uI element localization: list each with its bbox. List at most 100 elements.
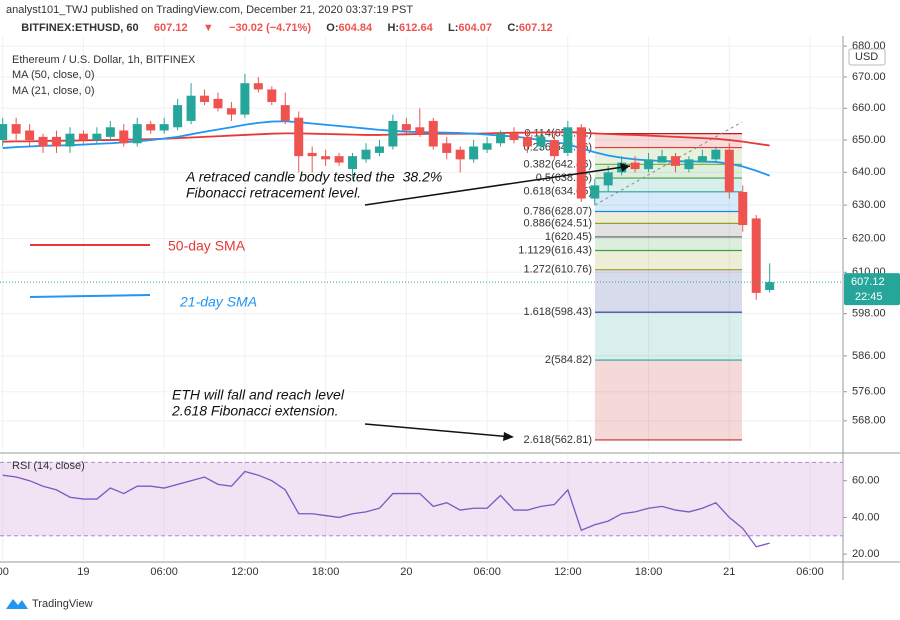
candle-body [226, 108, 236, 115]
fib-band [595, 211, 742, 224]
y-tick-label: 20.00 [852, 548, 880, 560]
fib-label: 0.786(628.07) [524, 205, 593, 217]
candle-body [522, 136, 532, 147]
y-tick-label: 650.00 [852, 134, 886, 146]
candle-body [321, 156, 331, 160]
open-value: 604.84 [339, 22, 374, 34]
legend-line [29, 294, 151, 298]
fib-label: 0.382(642.46) [524, 158, 593, 170]
y-tick-label: 620.00 [852, 232, 886, 244]
x-tick-label: 19 [77, 566, 89, 578]
candle-body [307, 152, 317, 157]
candle-body [469, 146, 479, 160]
y-tick-label: 670.00 [852, 71, 886, 83]
candle-body [280, 105, 290, 121]
candle-body [401, 124, 411, 131]
candle-body [92, 133, 102, 141]
candle-body [509, 133, 519, 141]
candle-body [294, 117, 304, 157]
x-tick-label: 21 [723, 566, 735, 578]
candle-body [25, 130, 35, 141]
candle-body [724, 149, 734, 192]
rsi-line [2, 470, 770, 548]
candle-body [267, 89, 277, 102]
candle-body [334, 156, 344, 163]
annotation: Fibonacci retracement level. [186, 185, 361, 201]
candle-body [173, 105, 183, 128]
fib-label: 0.618(634.05) [524, 186, 593, 198]
candle-body [442, 143, 452, 153]
fib-label: 2.618(562.81) [524, 434, 593, 446]
annotation: 50-day SMA [168, 238, 246, 254]
currency: USD [855, 51, 878, 63]
fib-label: 1.272(610.76) [524, 264, 593, 276]
y-tick-label: 598.00 [852, 308, 886, 320]
y-tick-label: 640.00 [852, 166, 886, 178]
y-tick-label: 568.00 [852, 415, 886, 427]
arrow [364, 423, 513, 438]
candle-body [549, 140, 559, 157]
candle-body [361, 149, 371, 160]
candle-body [751, 218, 761, 293]
candle-body [576, 127, 586, 199]
candle-body [240, 83, 250, 115]
fib-band [595, 178, 742, 192]
x-tick-label: 12:00 [231, 566, 259, 578]
candle-body [482, 143, 492, 150]
chart-layer: 00 19 06:00 12:00 18:00 20 06:00 12:00 18:00 21 06… [0, 36, 900, 580]
price-tag [844, 273, 900, 306]
candle-body [253, 83, 263, 90]
x-tick-label: 06:00 [150, 566, 178, 578]
ohlc-label: C: [507, 22, 519, 34]
candle-body [684, 159, 694, 170]
arrow-head [620, 163, 630, 172]
x-tick-label: 20 [400, 566, 412, 578]
ohlc-label: O: [326, 22, 338, 34]
candle-body [428, 120, 438, 147]
annotation: A retraced candle body tested the 38.2% [185, 169, 442, 185]
candle-body [590, 185, 600, 199]
candle-body [348, 156, 358, 170]
change: −30.02 (−4.71%) [229, 22, 311, 34]
candle-body [738, 191, 748, 226]
arrow-head [503, 432, 514, 441]
candle-body [455, 149, 465, 160]
fib-label: 1.618(598.43) [524, 306, 593, 318]
x-tick-label: 00 [0, 566, 9, 578]
candle-body [52, 136, 62, 147]
candle-body [496, 133, 506, 144]
rsi-title: RSI (14, close) [12, 460, 85, 472]
fib-band [595, 250, 742, 270]
candle-body [132, 124, 142, 144]
annotation: 2.618 Fibonacci extension. [171, 403, 339, 419]
countdown: 22:45 [855, 291, 883, 303]
fib-band [595, 236, 742, 251]
logo[interactable]: TradingView [6, 598, 93, 610]
annotation: ETH will fall and reach level [172, 387, 345, 403]
candle-body [0, 124, 8, 141]
candle-body [119, 130, 129, 144]
high-value: 612.64 [399, 22, 434, 34]
ohlc-label: L: [448, 22, 458, 34]
last-price: 607.12 [154, 22, 188, 34]
candle-body [415, 127, 425, 134]
fib-label: 2(584.82) [545, 354, 592, 366]
y-tick-label: 660.00 [852, 102, 886, 114]
candle-body [536, 136, 546, 147]
candle-body [670, 156, 680, 166]
fib-band [595, 269, 742, 313]
change-arrow: ▼ [203, 22, 214, 34]
x-tick-label: 06:00 [473, 566, 501, 578]
fib-band [595, 133, 742, 148]
candle-body [200, 95, 210, 102]
candle-body [603, 172, 613, 186]
y-tick-label: 40.00 [852, 511, 880, 523]
candle-body [213, 98, 223, 109]
fib-band [595, 223, 742, 237]
footer: TradingView [32, 598, 93, 610]
fib-band [595, 191, 742, 212]
candle-body [65, 133, 75, 147]
candle-body [159, 124, 169, 131]
x-tick-label: 18:00 [312, 566, 340, 578]
close-value: 607.12 [519, 22, 553, 34]
